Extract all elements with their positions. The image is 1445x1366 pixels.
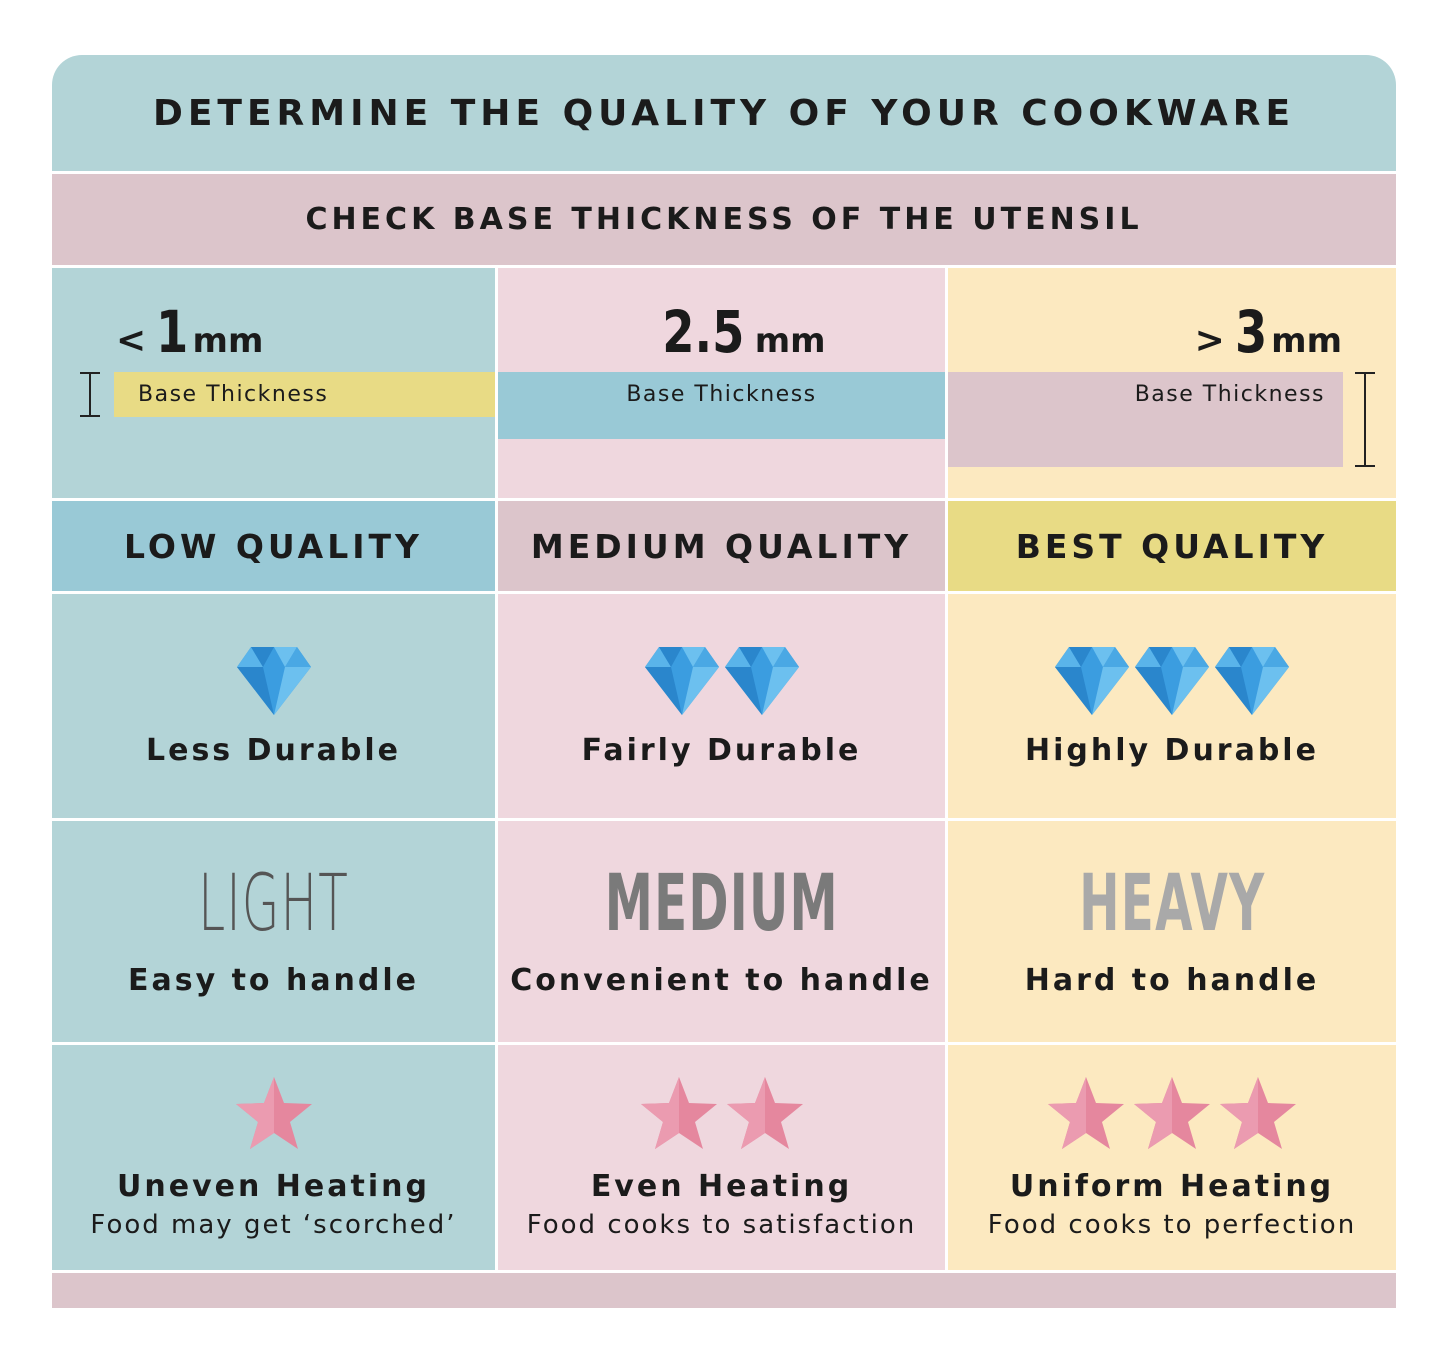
durability-best: Highly Durable: [948, 594, 1396, 818]
weight-low: LIGHT Easy to handle: [52, 821, 495, 1042]
heating-label: Uniform Heating: [1009, 1169, 1335, 1204]
heating-note: Food cooks to satisfaction: [526, 1210, 917, 1240]
subtitle: CHECK BASE THICKNESS OF THE UTENSIL: [52, 174, 1396, 265]
star-icon: [1046, 1075, 1126, 1155]
thickness-value: 1: [156, 298, 189, 366]
handling-label: Convenient to handle: [510, 963, 933, 998]
base-thickness-bar: Base Thickness: [114, 372, 495, 417]
heating-best: Uniform Heating Food cooks to perfection: [948, 1045, 1396, 1270]
star-icon: [725, 1075, 805, 1155]
diamond-icon: [644, 645, 719, 719]
unit: mm: [192, 321, 264, 361]
quality-header-low: LOW QUALITY: [52, 501, 495, 591]
diamond-icon: [236, 645, 311, 719]
thickness-medium: 2.5 mm Base Thickness: [498, 268, 945, 498]
diamond-rating: [1055, 645, 1289, 719]
thickness-value: 3: [1234, 298, 1268, 366]
durability-label: Fairly Durable: [581, 732, 862, 768]
diamond-rating: [644, 645, 799, 719]
diamond-icon: [1135, 645, 1209, 719]
star-icon: [1218, 1075, 1298, 1155]
star-rating: [1046, 1075, 1298, 1155]
durability-low: Less Durable: [52, 594, 495, 818]
heating-label: Even Heating: [590, 1169, 853, 1204]
diamond-rating: [236, 645, 311, 719]
handling-label: Easy to handle: [127, 963, 420, 998]
thickness-low: <1 mm Base Thickness: [52, 268, 495, 498]
heating-note: Food may get ‘scorched’: [90, 1210, 457, 1240]
durability-label: Highly Durable: [1025, 732, 1319, 768]
quality-header-medium: MEDIUM QUALITY: [498, 501, 945, 591]
weight-label: MEDIUM: [604, 859, 839, 949]
prefix: >: [1194, 320, 1225, 361]
weight-medium: MEDIUM Convenient to handle: [498, 821, 945, 1042]
quality-header-best: BEST QUALITY: [948, 501, 1396, 591]
star-icon: [639, 1075, 719, 1155]
base-thickness-bar: Base Thickness: [498, 372, 945, 439]
footer-band: [52, 1273, 1396, 1308]
thickness-indicator-icon: [1355, 372, 1375, 467]
star-icon: [1132, 1075, 1212, 1155]
handling-label: Hard to handle: [1024, 963, 1320, 998]
page-title: DETERMINE THE QUALITY OF YOUR COOKWARE: [52, 55, 1396, 171]
unit: mm: [1271, 321, 1342, 361]
weight-best: HEAVY Hard to handle: [948, 821, 1396, 1042]
weight-label: LIGHT: [198, 859, 349, 949]
thickness-best: >3 mm Base Thickness: [948, 268, 1396, 498]
diamond-icon: [1215, 645, 1289, 719]
base-thickness-bar: Base Thickness: [948, 372, 1343, 467]
star-icon: [234, 1075, 314, 1155]
heating-label: Uneven Heating: [117, 1169, 430, 1204]
heating-note: Food cooks to perfection: [987, 1210, 1357, 1240]
thickness-indicator-icon: [80, 372, 100, 417]
heating-medium: Even Heating Food cooks to satisfaction: [498, 1045, 945, 1270]
prefix: <: [116, 320, 147, 361]
unit: mm: [754, 321, 826, 361]
heating-low: Uneven Heating Food may get ‘scorched’: [52, 1045, 495, 1270]
thickness-value: 2.5: [662, 298, 745, 366]
diamond-icon: [724, 645, 799, 719]
durability-medium: Fairly Durable: [498, 594, 945, 818]
diamond-icon: [1055, 645, 1129, 719]
durability-label: Less Durable: [145, 732, 402, 768]
star-rating: [234, 1075, 314, 1155]
star-rating: [639, 1075, 805, 1155]
weight-label: HEAVY: [1078, 859, 1266, 949]
